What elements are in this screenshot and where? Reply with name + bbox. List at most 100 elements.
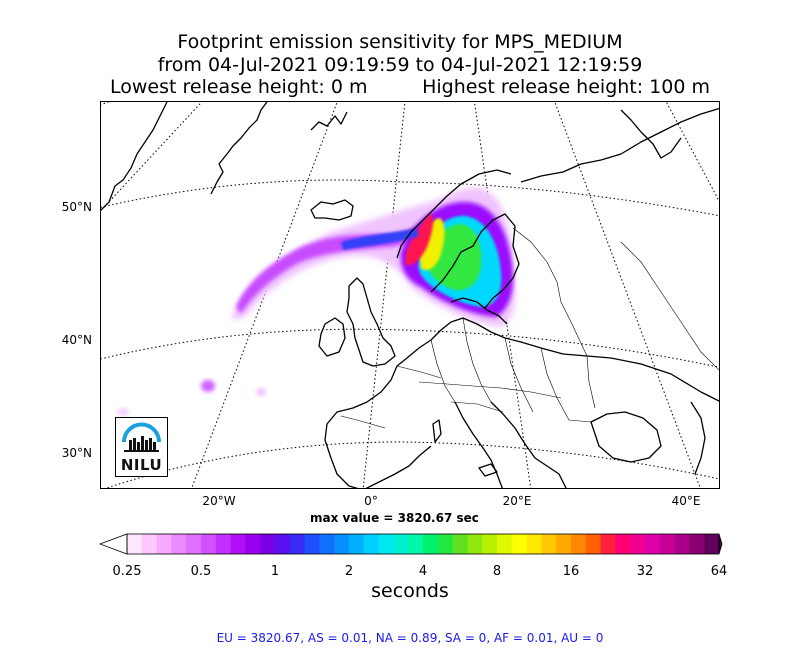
colorbar-cell [201, 534, 217, 554]
parallel-40n [101, 328, 719, 368]
colorbar-cell [260, 534, 276, 554]
lat-label-30n: 30°N [61, 446, 92, 460]
coast-balkans [490, 401, 567, 488]
colorbar-cell [393, 534, 409, 554]
coast-sicily [478, 463, 498, 477]
colorbar-cell [497, 534, 513, 554]
colorbar-tick-label: 16 [562, 564, 580, 579]
colorbar-cell [600, 534, 616, 554]
lon-label-0: 0° [364, 494, 378, 508]
parallel-30n [105, 441, 719, 488]
colorbar-cell [378, 534, 394, 554]
coast-iceland [310, 199, 354, 221]
colorbar-cell [304, 534, 320, 554]
colorbar-cell [526, 534, 542, 554]
colorbar-cell [467, 534, 483, 554]
lon-label-20e: 20°E [502, 494, 532, 508]
coast-black-sea [590, 411, 662, 463]
lon-label-40e: 40°E [671, 494, 701, 508]
country-borders [340, 227, 719, 429]
colorbar-cell [230, 534, 246, 554]
plume-blob-atlantic [201, 380, 215, 392]
coast-greenland [101, 102, 168, 211]
coast-italy [454, 401, 503, 488]
coast-caspian [690, 401, 706, 475]
plume-blue-band [341, 228, 419, 250]
colorbar-cell [156, 534, 172, 554]
coast-france-iberia [324, 365, 398, 488]
colorbar-min-extend [99, 533, 128, 555]
colorbar-cell [408, 534, 424, 554]
colorbar-max-extend [718, 533, 723, 555]
map-canvas [101, 102, 719, 488]
colorbar-cell [571, 534, 587, 554]
colorbar-cell [511, 534, 527, 554]
nilu-logo-text: NILU [120, 456, 163, 474]
colorbar-tick-label: 0.5 [190, 564, 212, 579]
colorbar [99, 533, 723, 555]
colorbar-cell [674, 534, 690, 554]
coast-sweden-finland [430, 213, 520, 309]
colorbar-cell [289, 534, 305, 554]
colorbar-cell [630, 534, 646, 554]
colorbar-cell [349, 534, 365, 554]
plume-red [405, 214, 434, 266]
colorbar-cell [171, 534, 187, 554]
colorbar-cell [645, 534, 661, 554]
plume-yellow [419, 218, 445, 271]
title-line-2: from 04-Jul-2021 09:19:59 to 04-Jul-2021… [157, 54, 643, 76]
colorbar-cell [615, 534, 631, 554]
meridian-0 [362, 102, 406, 488]
colorbar-cell [363, 534, 379, 554]
title-line-3: Lowest release height: 0 m Highest relea… [110, 76, 710, 98]
coast-novaya [620, 109, 682, 159]
highest-release-height: Highest release height: 100 m [422, 76, 710, 98]
colorbar-cell [541, 534, 557, 554]
coast-europe-west [396, 317, 719, 402]
colorbar-cell [423, 534, 439, 554]
coast-britain [346, 277, 396, 367]
colorbar-cell [689, 534, 705, 554]
meridian-40w [101, 102, 203, 212]
colorbar-cell [127, 534, 143, 554]
colorbar-tick-label: 8 [492, 564, 502, 579]
colorbar-cell [556, 534, 572, 554]
colorbar-cell [482, 534, 498, 554]
max-value-label: max value = 3820.67 sec [310, 511, 479, 525]
plume-blob-atlantic-2 [256, 388, 266, 396]
colorbar-units-label: seconds [371, 580, 449, 602]
map-frame [100, 101, 720, 489]
colorbar-tick-label: 64 [710, 564, 728, 579]
coastlines [101, 102, 719, 488]
colorbar-cell [704, 534, 720, 554]
coast-iberia-south [365, 445, 432, 488]
region-summary: EU = 3820.67, AS = 0.01, NA = 0.89, SA =… [216, 631, 604, 645]
coast-ireland [318, 317, 346, 357]
colorbar-cell [585, 534, 601, 554]
meridian-60e [665, 102, 719, 202]
colorbar-cell [452, 534, 468, 554]
lon-label-20w: 20°W [202, 494, 236, 508]
lat-label-50n: 50°N [61, 200, 92, 214]
colorbar-cell [334, 534, 350, 554]
coast-svalbard [310, 111, 348, 131]
meridian-20w [191, 102, 338, 488]
colorbar-tick-label: 1 [270, 564, 280, 579]
colorbar-cell [141, 534, 157, 554]
plume-blob-west [117, 408, 129, 416]
meridian-40e [554, 102, 701, 488]
graticule [101, 102, 719, 488]
colorbar-cell [659, 534, 675, 554]
colorbar-cell [186, 534, 202, 554]
colorbar-tick-label: 2 [344, 564, 354, 579]
sensitivity-plume [117, 187, 516, 416]
colorbar-tick-label: 0.25 [112, 564, 142, 579]
colorbar-cell [215, 534, 231, 554]
colorbar-cell [275, 534, 291, 554]
lowest-release-height: Lowest release height: 0 m [110, 76, 368, 98]
coast-baltic [450, 297, 508, 325]
coast-norway [396, 169, 512, 259]
title-line-1: Footprint emission sensitivity for MPS_M… [177, 31, 623, 53]
colorbar-cell [319, 534, 335, 554]
nilu-logo-icon [122, 422, 161, 452]
